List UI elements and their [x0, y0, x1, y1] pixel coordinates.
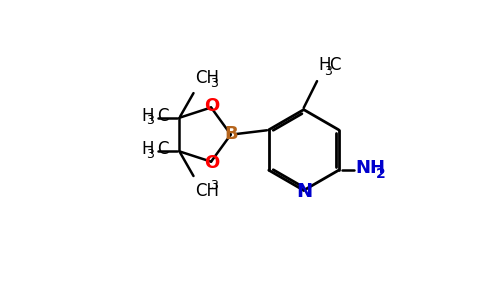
- Text: 3: 3: [146, 114, 154, 127]
- Text: B: B: [224, 124, 238, 142]
- Text: H: H: [141, 140, 153, 158]
- Text: CH: CH: [196, 182, 219, 200]
- Text: N: N: [297, 182, 313, 201]
- Text: 3: 3: [146, 148, 154, 161]
- Text: H: H: [318, 56, 331, 74]
- Text: H: H: [141, 107, 153, 125]
- Text: NH: NH: [356, 159, 386, 177]
- Text: O: O: [204, 97, 219, 115]
- Text: 3: 3: [210, 77, 217, 90]
- Text: C: C: [157, 107, 169, 125]
- Text: C: C: [157, 140, 169, 158]
- Text: CH: CH: [196, 69, 219, 87]
- Text: C: C: [329, 56, 340, 74]
- Text: 3: 3: [324, 65, 333, 78]
- Text: O: O: [204, 154, 219, 172]
- Text: 2: 2: [376, 167, 386, 181]
- Text: 3: 3: [210, 179, 217, 192]
